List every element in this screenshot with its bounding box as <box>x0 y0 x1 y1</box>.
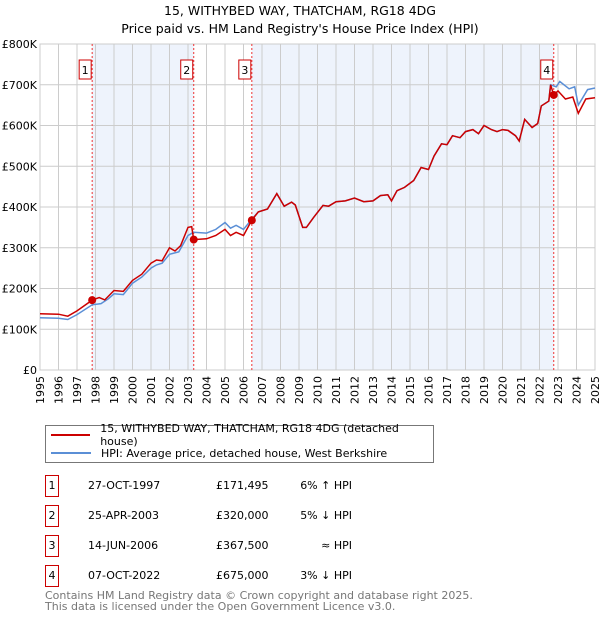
x-tick-label: 2000 <box>127 376 140 404</box>
chart-title: 15, WITHYBED WAY, THATCHAM, RG18 4DG <box>164 3 436 18</box>
sale-label-box <box>78 59 92 80</box>
sale-label-box <box>540 59 554 80</box>
sale-label-number: 3 <box>241 64 248 77</box>
y-tick-label: £800K <box>2 38 38 51</box>
x-tick-label: 2013 <box>367 376 380 404</box>
sale-hpi-comparison: 5% ↓ HPI <box>300 509 352 522</box>
x-tick-label: 2024 <box>571 376 584 404</box>
footer-line-1: Contains HM Land Registry data © Crown c… <box>45 589 473 602</box>
x-tick-label: 2005 <box>219 376 232 404</box>
footer-line-2: This data is licensed under the Open Gov… <box>45 600 396 613</box>
x-tick-label: 2014 <box>386 376 399 404</box>
x-tick-label: 2010 <box>312 376 325 404</box>
x-tick-label: 2018 <box>460 376 473 404</box>
sale-price: £320,000 <box>216 509 269 522</box>
x-tick-label: 2012 <box>349 376 362 404</box>
x-tick-label: 2022 <box>534 376 547 404</box>
sale-point <box>189 235 198 244</box>
x-tick-label: 2011 <box>330 376 343 404</box>
plot-border <box>39 43 596 371</box>
y-tick-label: £500K <box>2 160 38 173</box>
x-tick-label: 2023 <box>552 376 565 404</box>
x-tick-label: 2002 <box>164 376 177 404</box>
x-tick-label: 2017 <box>441 376 454 404</box>
y-tick-label: £200K <box>2 283 38 296</box>
x-tick-label: 2009 <box>293 376 306 404</box>
legend-label-property: 15, WITHYBED WAY, THATCHAM, RG18 4DG (de… <box>100 422 399 448</box>
x-tick-label: 2025 <box>589 376 600 404</box>
legend-swatch-property <box>51 434 91 436</box>
sale-row: 3 14-JUN-2006 £367,500 ≈ HPI <box>45 535 445 557</box>
x-tick-label: 1996 <box>53 376 66 404</box>
x-tick-label: 2006 <box>238 376 251 404</box>
sale-row: 4 07-OCT-2022 £675,000 3% ↓ HPI <box>45 565 445 587</box>
x-tick-label: 1999 <box>108 376 121 404</box>
sale-label-number: 4 <box>543 64 550 77</box>
x-tick-label: 2004 <box>201 376 214 404</box>
x-tick-label: 2020 <box>497 376 510 404</box>
x-tick-label: 2008 <box>275 376 288 404</box>
sale-price: £367,500 <box>216 539 269 552</box>
x-tick-label: 2003 <box>182 376 195 404</box>
sale-number: 2 <box>45 505 59 527</box>
y-tick-label: £300K <box>2 242 38 255</box>
sale-number: 4 <box>45 565 59 587</box>
sale-hpi-comparison: 6% ↑ HPI <box>300 479 352 492</box>
x-tick-label: 1998 <box>90 376 103 404</box>
sale-label-number: 1 <box>82 64 89 77</box>
chart-subtitle: Price paid vs. HM Land Registry's House … <box>121 21 479 36</box>
y-tick-label: £600K <box>2 120 38 133</box>
x-tick-label: 2019 <box>478 376 491 404</box>
property-price-line <box>39 84 596 317</box>
x-tick-label: 2001 <box>145 376 158 404</box>
sale-date: 07-OCT-2022 <box>88 569 161 582</box>
sale-date: 25-APR-2003 <box>88 509 160 522</box>
x-tick-label: 2016 <box>423 376 436 404</box>
sale-number: 1 <box>45 475 59 497</box>
x-tick-label: 2015 <box>404 376 417 404</box>
sale-row: 2 25-APR-2003 £320,000 5% ↓ HPI <box>45 505 445 527</box>
y-tick-label: £100K <box>2 323 38 336</box>
y-tick-label: £700K <box>2 79 38 92</box>
sale-label-number: 2 <box>183 64 190 77</box>
sale-price: £675,000 <box>216 569 269 582</box>
sale-point <box>549 90 558 99</box>
sale-label-box <box>238 59 252 80</box>
x-tick-label: 1997 <box>71 376 84 404</box>
sale-point <box>88 296 97 305</box>
sale-row: 1 27-OCT-1997 £171,495 6% ↑ HPI <box>45 475 445 497</box>
sale-price: £171,495 <box>216 479 269 492</box>
sale-number: 3 <box>45 535 59 557</box>
sale-date: 27-OCT-1997 <box>88 479 161 492</box>
x-tick-label: 2007 <box>256 376 269 404</box>
x-tick-label: 1995 <box>34 376 47 404</box>
sale-hpi-comparison: 3% ↓ HPI <box>300 569 352 582</box>
y-tick-label: £0 <box>23 364 37 377</box>
x-tick-label: 2021 <box>515 376 528 404</box>
plot-area: 1995 1996 1997 1998 1999 2000 2001 2002 2003 2004… <box>2 38 600 404</box>
sale-hpi-comparison: ≈ HPI <box>321 539 352 552</box>
sale-date: 14-JUN-2006 <box>88 539 159 552</box>
sale-point <box>247 216 256 225</box>
sale-label-box <box>180 59 194 80</box>
y-tick-label: £400K <box>2 201 38 214</box>
legend: 15, WITHYBED WAY, THATCHAM, RG18 4DG (de… <box>45 422 434 463</box>
legend-label-hpi: HPI: Average price, detached house, West… <box>101 446 388 460</box>
legend-swatch-hpi <box>51 452 91 454</box>
